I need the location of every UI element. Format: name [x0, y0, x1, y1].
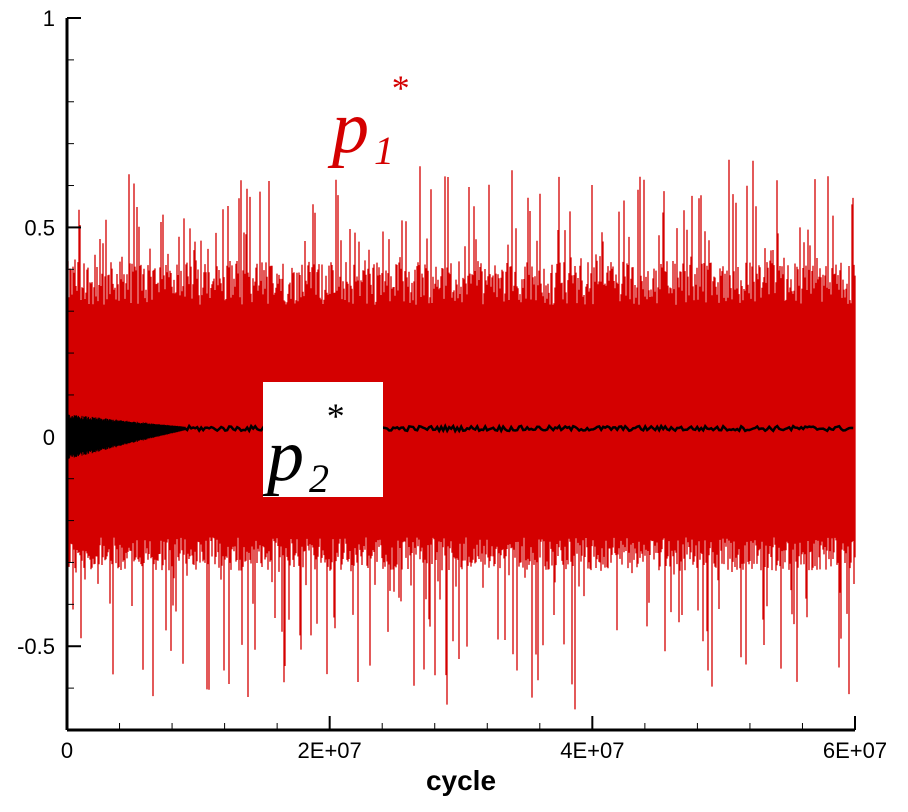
series-p1-core	[67, 304, 855, 538]
series-layer	[66, 159, 856, 710]
series-label-p2: p 2 *	[262, 382, 383, 501]
series-label-p2-subscript: 2	[309, 456, 329, 501]
x-tick-label: 0	[61, 738, 73, 763]
x-axis-title: cycle	[426, 765, 496, 796]
x-tick-label: 6E+07	[823, 738, 887, 763]
y-tick-label: 0	[43, 425, 55, 450]
axes-layer: -0.5 0 0.5 1 0 2E+07 4E+07 6E+07	[17, 6, 887, 763]
series-label-p1-superscript: *	[390, 68, 408, 108]
y-tick-label: 1	[43, 6, 55, 31]
x-tick-label: 4E+07	[560, 738, 624, 763]
labels-layer: p 1*p 2*	[262, 68, 408, 501]
x-tick-label: 2E+07	[298, 738, 362, 763]
series-label-p1-main: p	[327, 87, 369, 169]
y-tick-label: 0.5	[24, 215, 55, 240]
series-label-p2-superscript: *	[325, 396, 343, 436]
y-tick-label: -0.5	[17, 634, 55, 659]
series-label-p1: p 1 *	[327, 68, 408, 173]
series-label-p1-subscript: 1	[374, 128, 394, 173]
series-label-p2-main: p	[262, 415, 304, 497]
series-label-p2-background	[263, 382, 383, 497]
